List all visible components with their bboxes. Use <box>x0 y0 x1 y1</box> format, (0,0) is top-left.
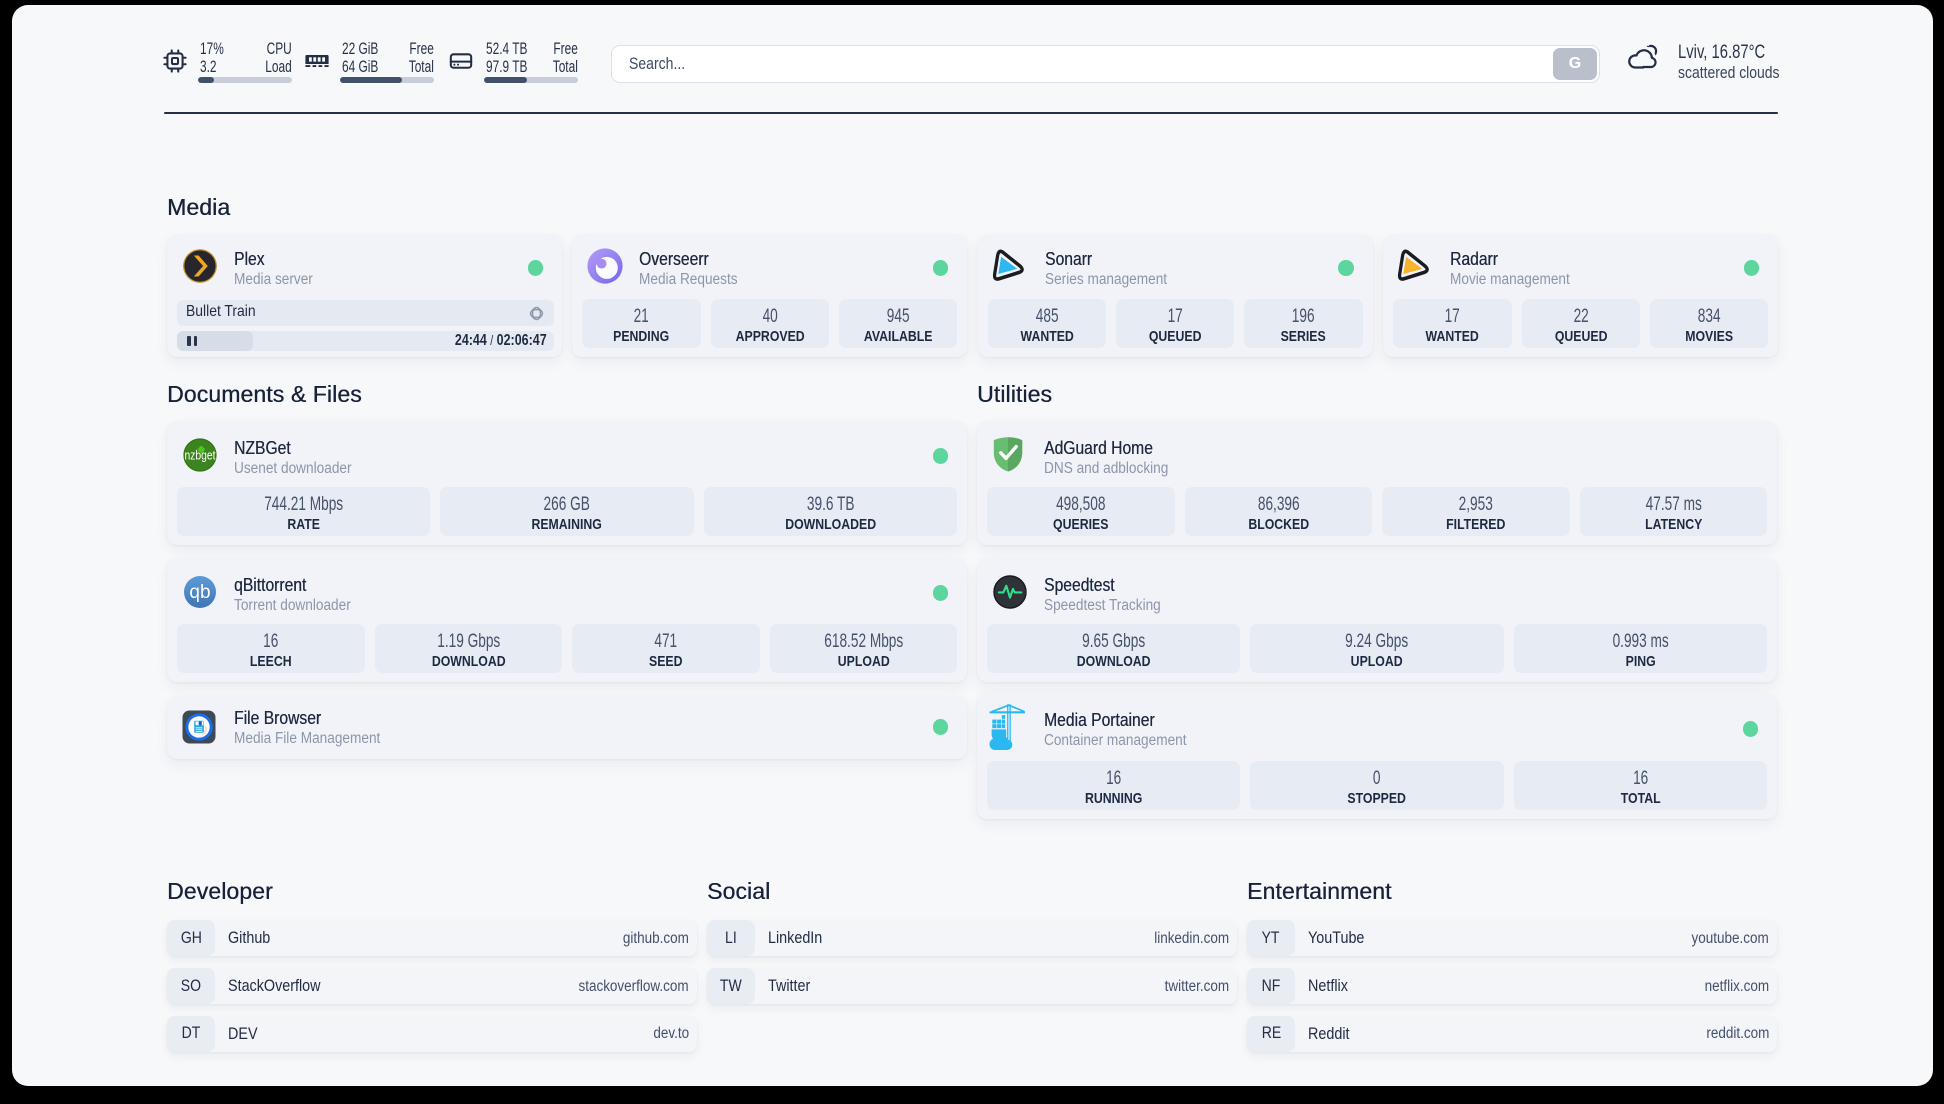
svg-text:nzbget: nzbget <box>185 447 216 462</box>
svg-text:qb: qb <box>189 582 210 603</box>
